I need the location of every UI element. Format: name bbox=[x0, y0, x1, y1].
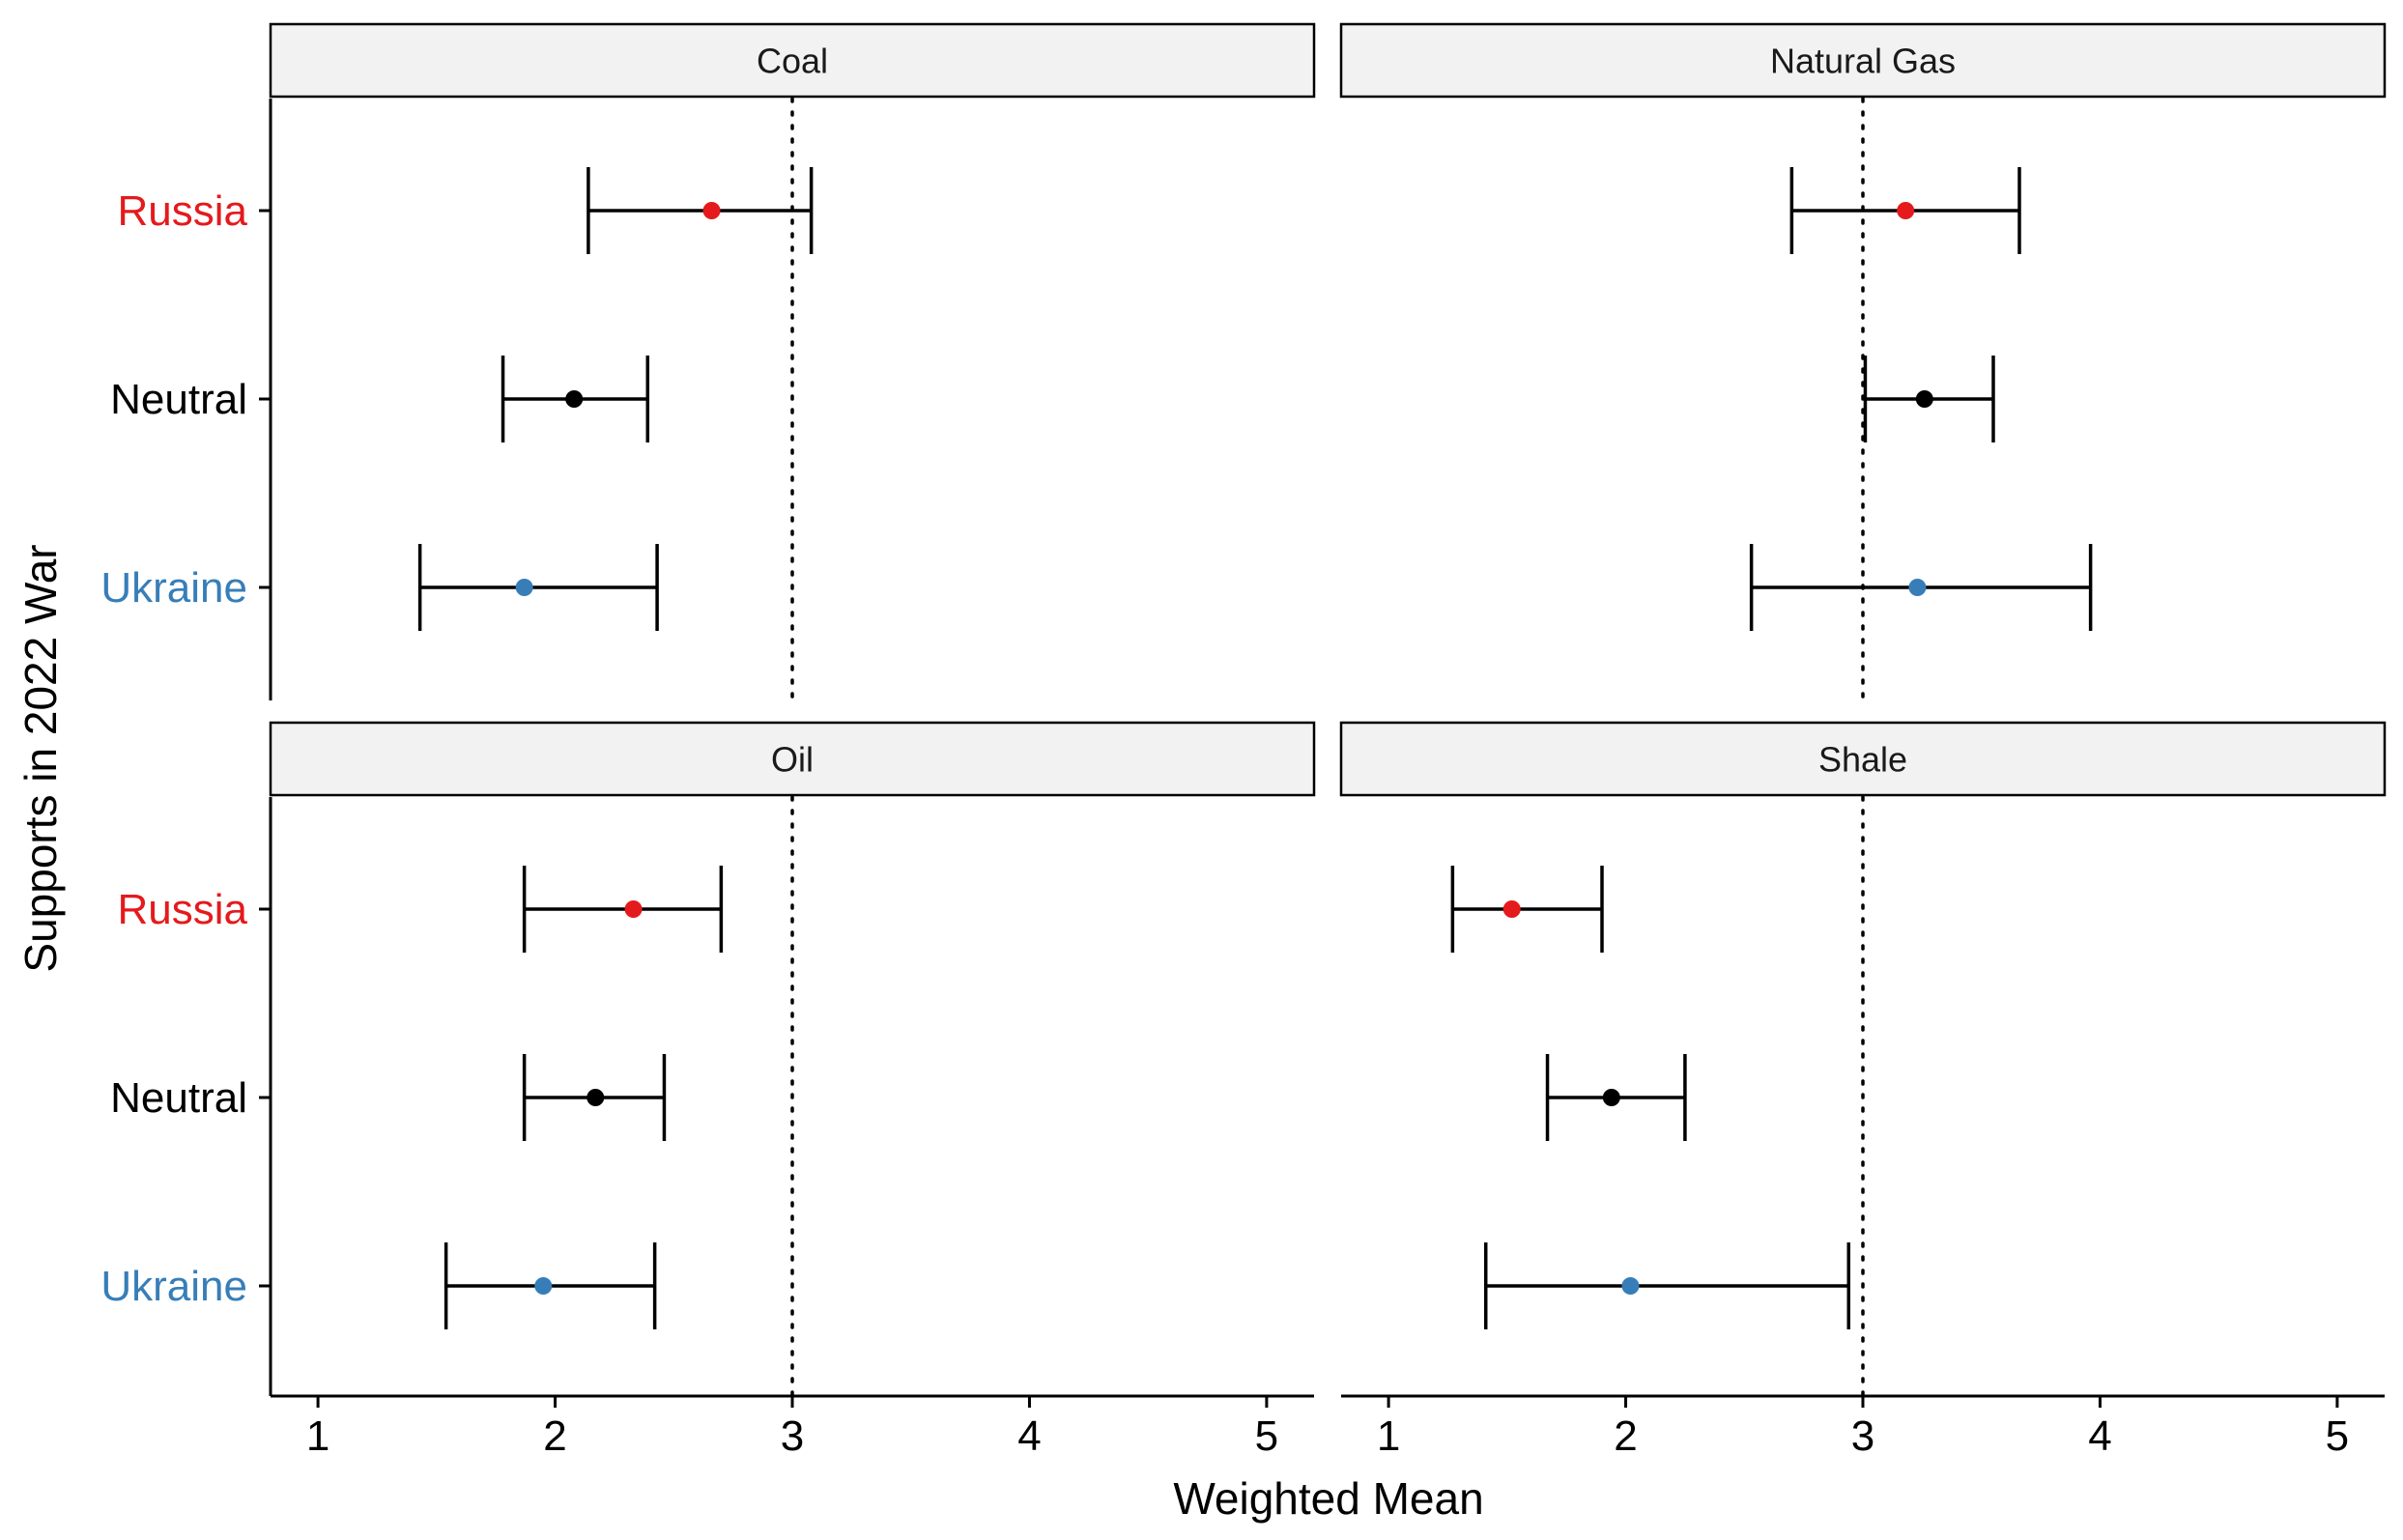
x-tick-label: 5 bbox=[1255, 1412, 1278, 1460]
facet-strip-label: Shale bbox=[1818, 740, 1907, 780]
mean-point-neutral bbox=[1602, 1089, 1620, 1106]
y-tick-label-ukraine: Ukraine bbox=[100, 1263, 247, 1310]
facet-strip-label: Coal bbox=[757, 42, 828, 81]
x-tick-label: 1 bbox=[306, 1412, 329, 1460]
x-tick-label: 2 bbox=[1614, 1412, 1637, 1460]
panels-layer: Coal Russia Neutral Ukraine Natural Gas Oil 1 2… bbox=[100, 22, 2387, 1460]
x-tick-label: 4 bbox=[1017, 1412, 1041, 1460]
mean-point-russia bbox=[702, 202, 721, 219]
facet-panel-natural-gas: Natural Gas bbox=[1339, 22, 2387, 702]
facet-strip bbox=[1339, 22, 2387, 99]
y-axis-title: Supports in 2022 War bbox=[15, 544, 66, 972]
mean-point-ukraine bbox=[1621, 1277, 1640, 1295]
mean-point-ukraine bbox=[534, 1277, 553, 1295]
x-axis-title: Weighted Mean bbox=[1173, 1473, 1483, 1524]
facet-strip bbox=[269, 721, 1316, 797]
facet-strip bbox=[269, 22, 1316, 99]
y-tick-label-neutral: Neutral bbox=[110, 376, 247, 423]
mean-point-russia bbox=[1897, 202, 1915, 219]
mean-point-ukraine bbox=[1908, 579, 1927, 596]
mean-point-neutral bbox=[565, 390, 584, 408]
y-tick-label-neutral: Neutral bbox=[110, 1074, 247, 1122]
x-tick-label: 3 bbox=[781, 1412, 804, 1460]
mean-point-russia bbox=[1502, 900, 1521, 918]
x-tick-label: 5 bbox=[2326, 1412, 2349, 1460]
mean-point-neutral bbox=[586, 1089, 605, 1106]
facet-strip-label: Natural Gas bbox=[1770, 42, 1956, 81]
x-tick-label: 4 bbox=[2088, 1412, 2111, 1460]
facet-panel-coal: Coal Russia Neutral Ukraine bbox=[100, 22, 1316, 702]
facet-panel-oil: Oil 1 2 3 4 5 Russia Neutral Ukraine bbox=[100, 721, 1316, 1460]
facet-panel-shale: Shale 1 2 3 4 5 bbox=[1339, 721, 2387, 1460]
x-tick-label: 3 bbox=[1851, 1412, 1874, 1460]
facet-strip-label: Oil bbox=[771, 740, 814, 780]
mean-point-neutral bbox=[1915, 390, 1933, 408]
y-tick-label-russia: Russia bbox=[118, 886, 248, 933]
mean-point-ukraine bbox=[515, 579, 533, 596]
mean-point-russia bbox=[624, 900, 643, 918]
facet-strip bbox=[1339, 721, 2387, 797]
x-tick-label: 1 bbox=[1377, 1412, 1400, 1460]
y-tick-label-ukraine: Ukraine bbox=[100, 564, 247, 612]
y-tick-label-russia: Russia bbox=[118, 187, 248, 235]
x-tick-label: 2 bbox=[543, 1412, 566, 1460]
